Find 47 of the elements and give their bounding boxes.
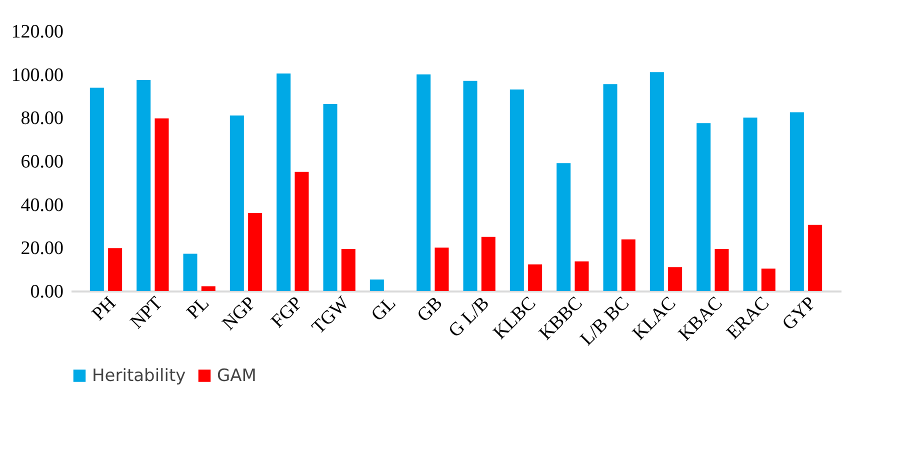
bar	[510, 90, 524, 291]
bar	[248, 213, 262, 291]
y-tick-label: 0.00	[30, 282, 64, 302]
bar	[201, 286, 216, 291]
bar	[370, 280, 384, 291]
bar	[650, 72, 664, 291]
bar	[696, 123, 711, 291]
x-tick-label: GYP	[778, 292, 820, 335]
legend-label: Heritability	[92, 366, 186, 386]
x-tick-label: FGP	[267, 292, 307, 332]
y-tick-label: 60.00	[20, 152, 64, 172]
y-tick-label: 120.00	[11, 22, 64, 42]
bar	[603, 84, 618, 291]
bar	[743, 118, 758, 291]
bar	[154, 118, 169, 291]
bar	[434, 248, 449, 291]
x-tick-label: PL	[182, 292, 214, 324]
bar	[463, 80, 478, 291]
x-tick-label: GL	[367, 292, 400, 326]
bar	[808, 224, 822, 291]
x-tick-label: GB	[413, 292, 447, 326]
bar	[230, 116, 244, 291]
bar	[528, 264, 542, 291]
x-tick-label: G L/B	[444, 292, 494, 342]
bar	[574, 261, 589, 291]
y-tick-label: 100.00	[11, 64, 64, 86]
bar	[90, 88, 104, 291]
y-tick-label: 40.00	[20, 194, 64, 216]
bar	[276, 73, 291, 291]
bar	[183, 254, 198, 291]
legend-label: GAM	[217, 366, 256, 386]
bar	[108, 248, 122, 291]
bar	[341, 248, 356, 291]
bar	[323, 104, 338, 291]
bar	[761, 268, 776, 291]
bar	[481, 236, 496, 291]
bar	[136, 80, 151, 291]
x-tick-label: PH	[88, 292, 120, 325]
bar	[790, 112, 804, 291]
bar	[416, 74, 431, 291]
y-tick-label: 80.00	[20, 108, 64, 130]
bar	[621, 239, 636, 291]
bar	[668, 267, 682, 291]
bar	[556, 163, 571, 291]
y-tick-label: 20.00	[20, 238, 64, 260]
bar	[714, 248, 729, 291]
bar	[294, 172, 309, 291]
